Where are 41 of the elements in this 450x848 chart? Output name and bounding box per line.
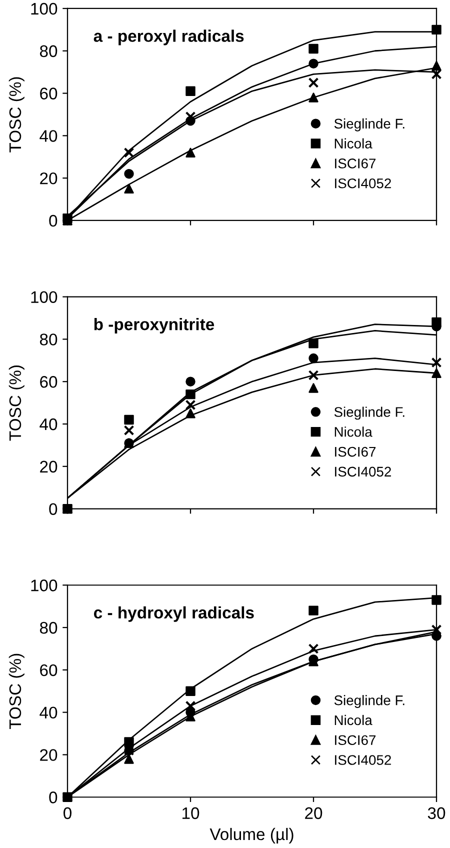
x-tick-label: 20 [305,807,322,820]
y-tick-label: 40 [40,418,58,430]
y-tick-label: 0 [49,214,58,227]
y-tick-label: 80 [40,334,58,346]
y-axis-title: TOSC (%) [8,654,24,730]
legend-label: Sieglinde F. [334,118,404,132]
legend-label: ISCI4052 [335,466,391,477]
x-tick-label: 0 [64,807,72,820]
y-tick-label: 20 [40,749,58,761]
y-axis-title: TOSC (%) [8,77,24,152]
text: c - hydroxyl radicals [94,606,254,622]
y-tick-label: 60 [40,664,58,676]
legend-label: Nicola [334,714,372,726]
legend-label: Nicola [334,426,372,437]
y-tick-label: 80 [40,45,58,58]
text: a - peroxyl radicals [94,30,244,46]
y-tick-label: 100 [31,291,58,304]
y-tick-label: 100 [31,580,58,592]
legend-label: ISCI4052 [335,755,391,765]
x-axis-title: Volume (µl) [210,828,294,844]
y-tick-label: 60 [40,88,58,100]
y-tick-label: 100 [31,2,58,15]
x-tick-label: 10 [182,807,200,820]
y-axis-title: TOSC (%) [8,366,24,441]
legend-label: Sieglinde F. [334,406,404,420]
y-tick-label: 40 [40,130,58,142]
y-tick-label: 0 [49,503,58,516]
y-tick-label: 40 [40,706,58,719]
x-tick-label: 30 [428,807,446,820]
y-tick-label: 80 [40,622,58,634]
legend-label: ISCI4052 [335,178,391,188]
legend-label: Sieglinde F. [334,695,404,708]
legend-label: ISCI67 [335,158,376,168]
y-tick-label: 0 [49,792,58,804]
legend-label: ISCI67 [335,735,376,746]
y-tick-label: 20 [40,460,58,473]
text: b -peroxynitrite [94,318,214,334]
legend-label: ISCI67 [335,446,376,457]
legend-label: Nicola [334,138,372,148]
y-tick-label: 20 [40,172,58,184]
y-tick-label: 60 [40,376,58,388]
